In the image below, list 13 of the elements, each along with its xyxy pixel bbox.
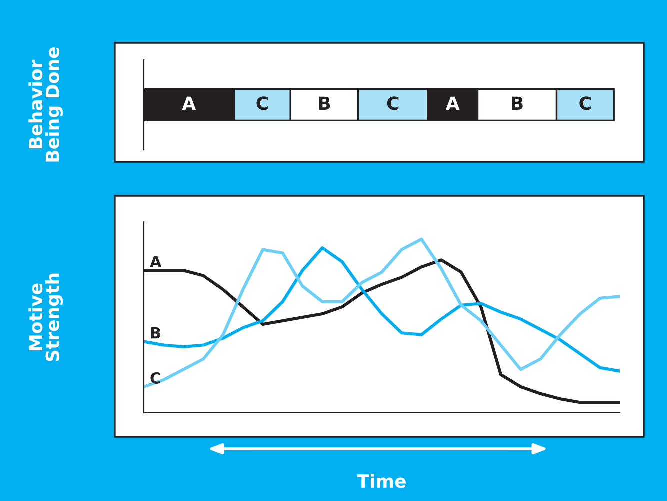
x-axis-title: Time [357, 474, 406, 488]
y-axis-title: Motive Strength [28, 274, 64, 362]
series-label: B [512, 96, 523, 110]
series-label: A [446, 96, 460, 110]
series-label: A [150, 256, 162, 268]
series-label: C [580, 96, 591, 110]
series-label: C [256, 96, 268, 110]
series-label: B [319, 96, 330, 110]
y-axis-title: Behavior Being Done [28, 48, 64, 162]
series-label: A [182, 96, 196, 110]
series-label: B [151, 327, 161, 339]
series-label: C [387, 96, 399, 110]
series-label: C [150, 372, 160, 384]
